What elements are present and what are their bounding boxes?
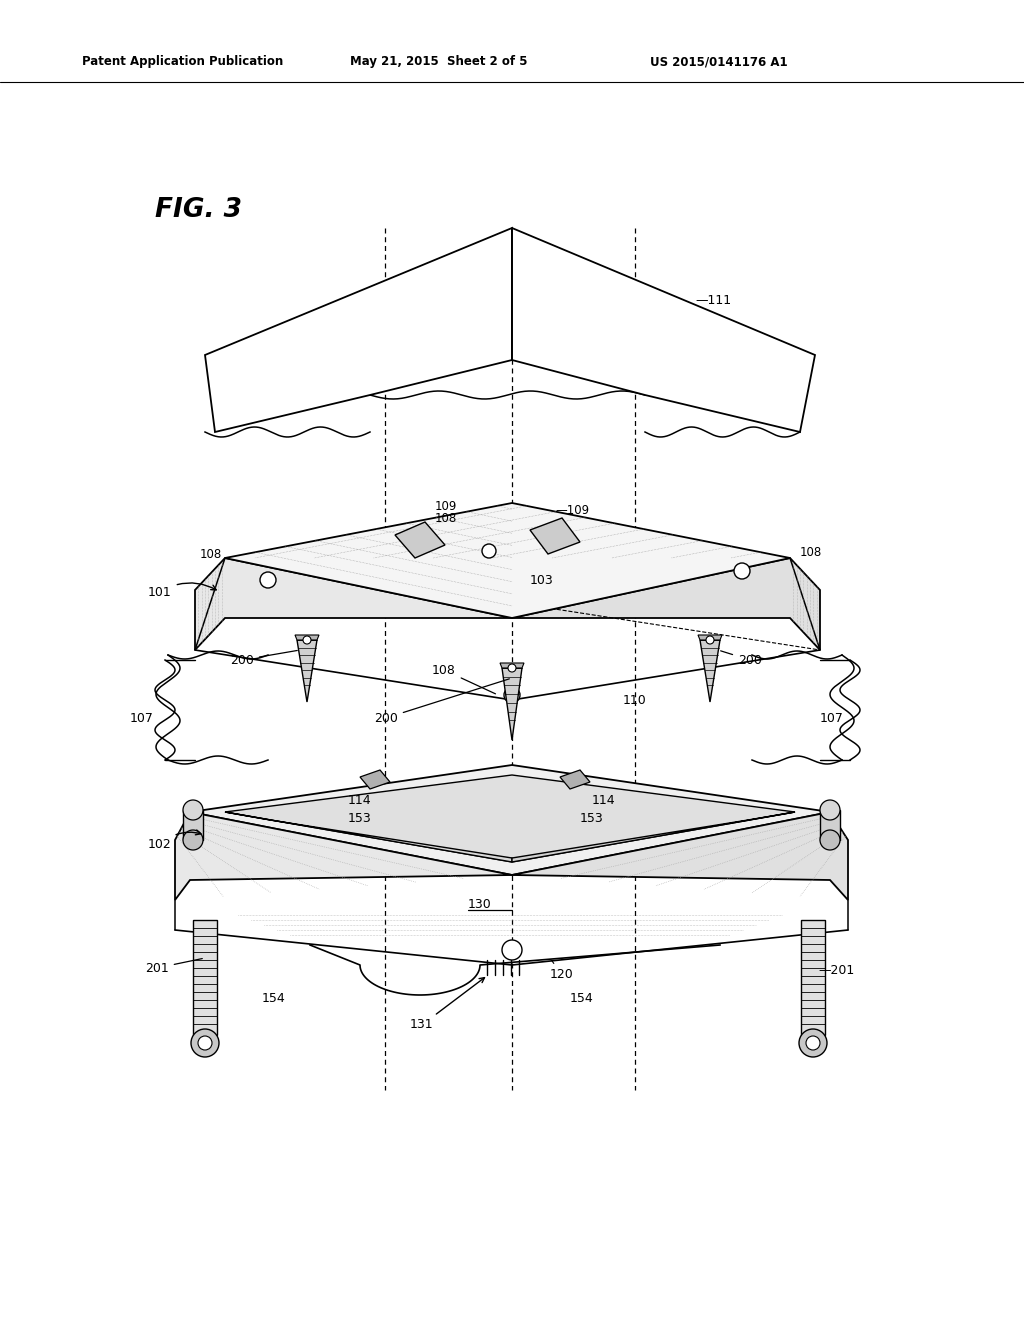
Polygon shape xyxy=(175,812,512,900)
Circle shape xyxy=(502,940,522,960)
Polygon shape xyxy=(801,920,825,1035)
Polygon shape xyxy=(395,521,445,558)
Text: 101: 101 xyxy=(148,583,216,598)
Circle shape xyxy=(806,1036,820,1049)
Text: 107: 107 xyxy=(820,711,844,725)
Polygon shape xyxy=(560,770,590,789)
Text: 200: 200 xyxy=(721,651,762,667)
Polygon shape xyxy=(512,812,848,900)
Polygon shape xyxy=(225,812,512,862)
Text: 108: 108 xyxy=(432,664,496,694)
Polygon shape xyxy=(205,228,512,432)
Polygon shape xyxy=(225,775,795,862)
Circle shape xyxy=(303,636,311,644)
Text: 108: 108 xyxy=(435,511,458,524)
Circle shape xyxy=(799,1030,827,1057)
Circle shape xyxy=(820,800,840,820)
Text: 154: 154 xyxy=(570,991,594,1005)
Text: 131: 131 xyxy=(410,978,484,1031)
Text: 114: 114 xyxy=(348,793,372,807)
Text: 103: 103 xyxy=(530,573,554,586)
Polygon shape xyxy=(820,810,840,840)
Text: 108: 108 xyxy=(800,546,822,560)
Text: 201: 201 xyxy=(145,958,203,974)
Text: 109: 109 xyxy=(435,499,458,512)
Text: FIG. 3: FIG. 3 xyxy=(155,197,242,223)
Polygon shape xyxy=(295,635,319,640)
Polygon shape xyxy=(195,558,512,649)
Circle shape xyxy=(508,664,516,672)
Polygon shape xyxy=(360,770,390,789)
Text: 120: 120 xyxy=(550,960,573,982)
Polygon shape xyxy=(512,228,815,432)
Text: 130: 130 xyxy=(468,899,492,912)
Polygon shape xyxy=(297,640,317,702)
Text: US 2015/0141176 A1: US 2015/0141176 A1 xyxy=(650,55,787,69)
Text: Patent Application Publication: Patent Application Publication xyxy=(82,55,284,69)
Polygon shape xyxy=(500,663,524,668)
Text: 153: 153 xyxy=(580,812,604,825)
Polygon shape xyxy=(698,635,722,640)
Circle shape xyxy=(191,1030,219,1057)
Text: —111: —111 xyxy=(695,293,731,306)
Text: 110: 110 xyxy=(623,693,647,706)
Circle shape xyxy=(504,686,520,704)
Text: 107: 107 xyxy=(130,711,154,725)
Circle shape xyxy=(482,544,496,558)
Circle shape xyxy=(820,830,840,850)
Polygon shape xyxy=(502,668,522,741)
Polygon shape xyxy=(700,640,720,702)
Polygon shape xyxy=(512,558,820,649)
Text: 102: 102 xyxy=(148,830,201,851)
Polygon shape xyxy=(530,517,580,554)
Text: 200: 200 xyxy=(374,678,509,725)
Polygon shape xyxy=(190,766,830,875)
Text: 154: 154 xyxy=(262,991,286,1005)
Circle shape xyxy=(183,800,203,820)
Circle shape xyxy=(734,564,750,579)
Polygon shape xyxy=(193,920,217,1035)
Text: —109: —109 xyxy=(555,503,589,516)
Circle shape xyxy=(183,830,203,850)
Polygon shape xyxy=(183,810,203,840)
Text: 114: 114 xyxy=(592,793,615,807)
Text: 153: 153 xyxy=(348,812,372,825)
Text: —201: —201 xyxy=(818,964,854,977)
Text: 200: 200 xyxy=(230,651,297,667)
Circle shape xyxy=(198,1036,212,1049)
Circle shape xyxy=(260,572,276,587)
Polygon shape xyxy=(225,503,790,618)
Text: May 21, 2015  Sheet 2 of 5: May 21, 2015 Sheet 2 of 5 xyxy=(350,55,527,69)
Circle shape xyxy=(706,636,714,644)
Polygon shape xyxy=(512,812,795,862)
Text: 108: 108 xyxy=(200,549,222,561)
